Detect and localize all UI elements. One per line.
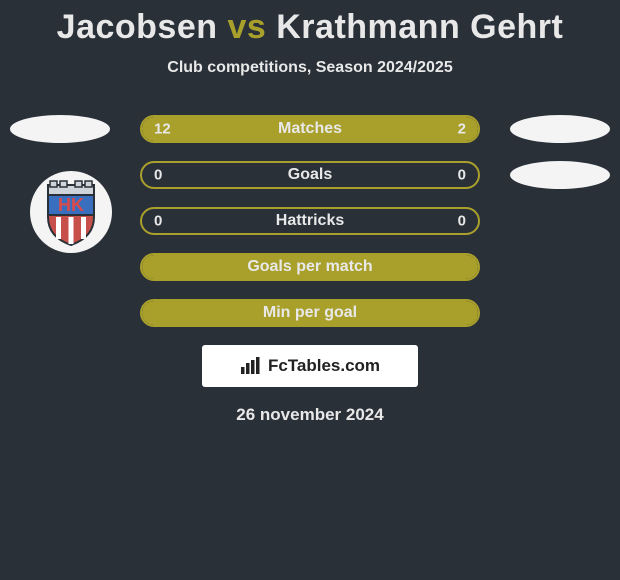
page-title: Jacobsen vs Krathmann Gehrt: [0, 8, 620, 47]
stat-label: Matches: [278, 120, 342, 138]
stat-bar: 0 0 Goals: [140, 161, 480, 189]
stat-value-right: 0: [458, 167, 466, 184]
brand-badge: FcTables.com: [202, 345, 418, 387]
stat-row: 0 0 Goals: [0, 161, 620, 189]
bars-icon: [240, 357, 262, 375]
stat-row: Min per goal: [0, 299, 620, 327]
stat-label: Min per goal: [263, 304, 357, 322]
brand-text: FcTables.com: [268, 356, 380, 376]
stat-bar: 12 2 Matches: [140, 115, 480, 143]
stats-area: HK 122Matches00Goals00HattricksGoals per…: [0, 115, 620, 327]
stat-label: Goals: [288, 166, 332, 184]
stat-row: Goals per match: [0, 253, 620, 281]
stat-value-left: 12: [154, 121, 171, 138]
stat-bar: Min per goal: [140, 299, 480, 327]
player2-name: Krathmann Gehrt: [276, 8, 563, 46]
player1-name: Jacobsen: [57, 8, 218, 46]
stat-label: Hattricks: [276, 212, 344, 230]
stat-bar: Goals per match: [140, 253, 480, 281]
bar-fill-right: [430, 117, 478, 141]
stat-row: 12 2 Matches: [0, 115, 620, 143]
stat-value-right: 2: [458, 121, 466, 138]
stat-row: 0 0 Hattricks: [0, 207, 620, 235]
date-text: 26 november 2024: [0, 405, 620, 425]
stat-value-right: 0: [458, 213, 466, 230]
subtitle: Club competitions, Season 2024/2025: [0, 59, 620, 77]
stat-value-left: 0: [154, 167, 162, 184]
stat-label: Goals per match: [247, 258, 372, 276]
stat-value-left: 0: [154, 213, 162, 230]
vs-text: vs: [227, 8, 266, 46]
stat-bar: 0 0 Hattricks: [140, 207, 480, 235]
